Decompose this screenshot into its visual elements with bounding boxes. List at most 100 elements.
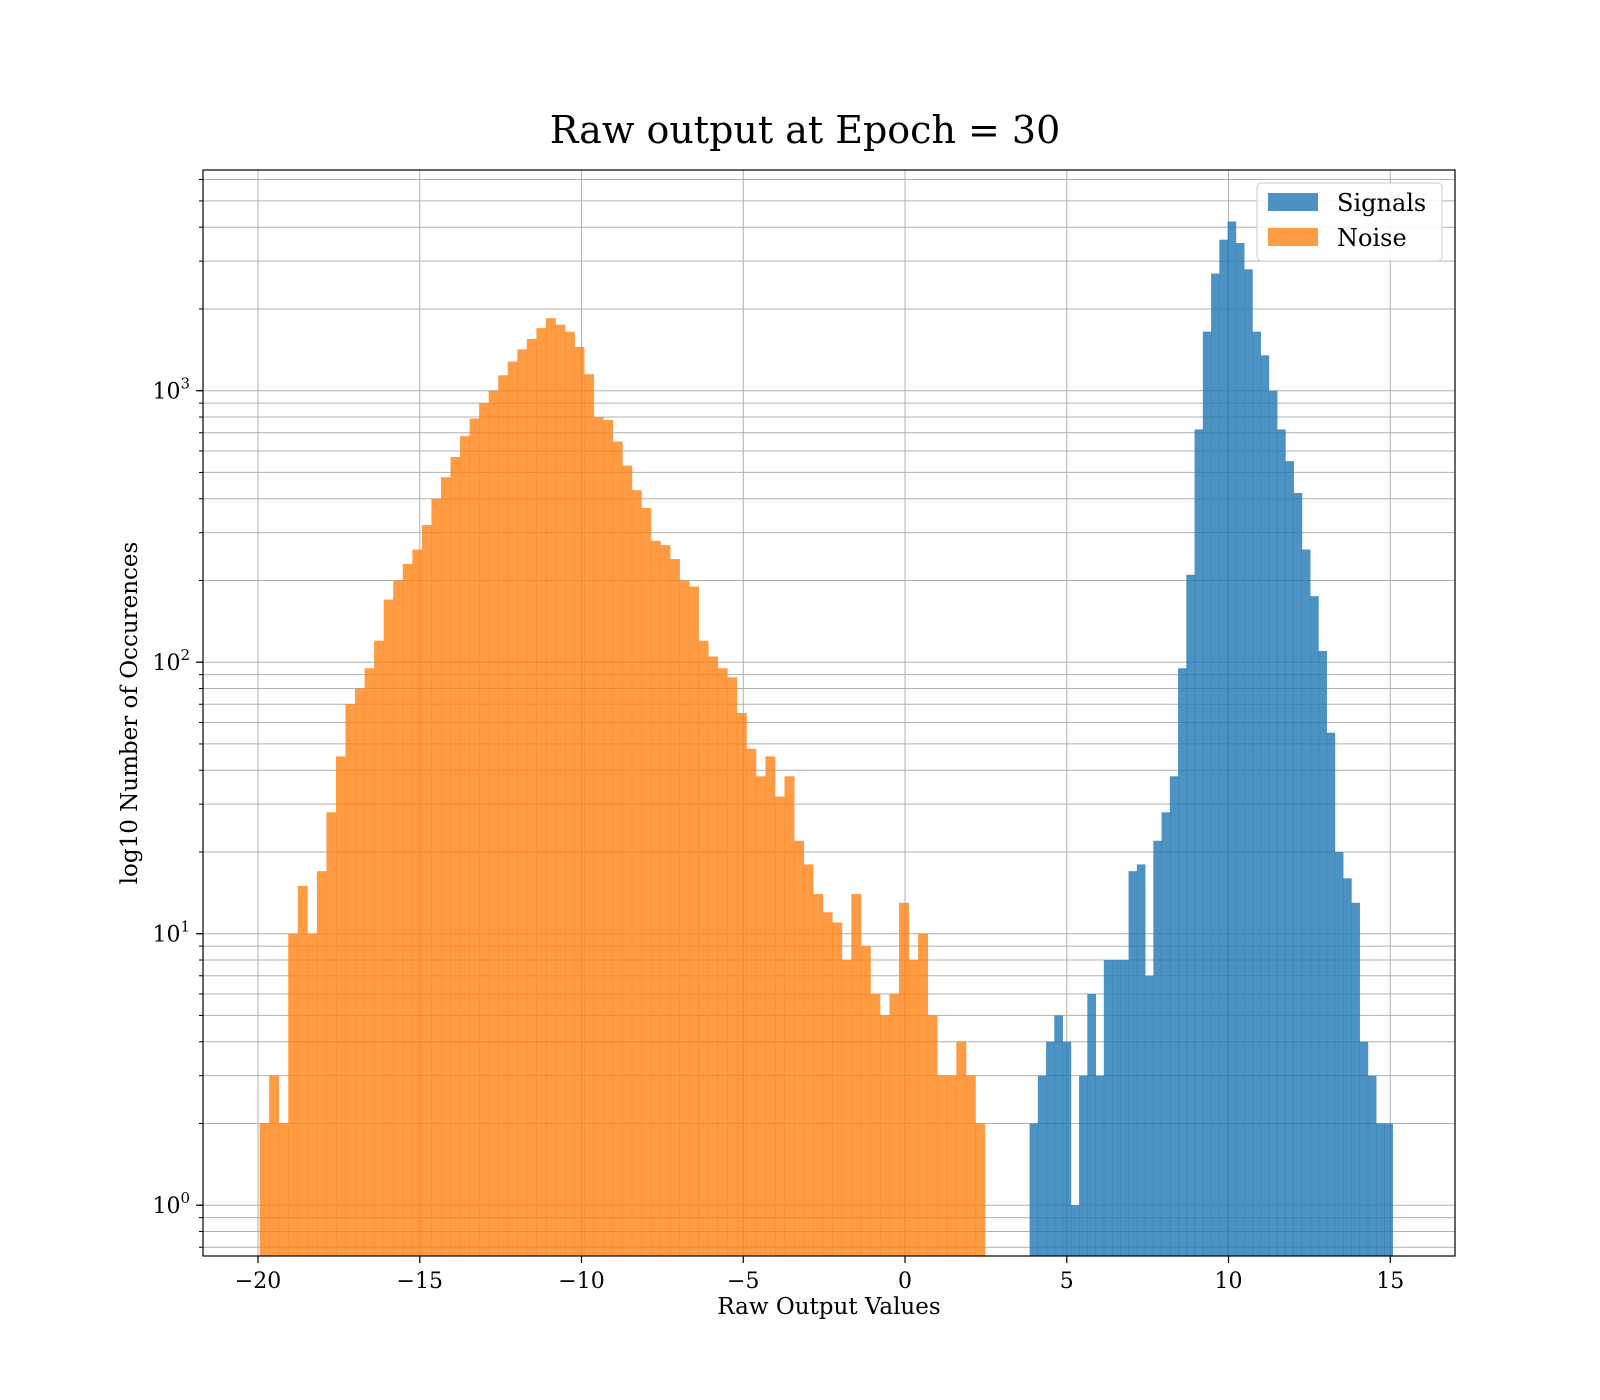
noise-bar xyxy=(899,902,909,1256)
x-tick-label: −20 xyxy=(235,1269,281,1294)
noise-bar xyxy=(555,324,566,1256)
noise-bar xyxy=(746,748,757,1256)
signals-bar xyxy=(1120,960,1129,1256)
signals-bar xyxy=(1095,1075,1105,1256)
x-axis-label: Raw Output Values xyxy=(717,1294,940,1320)
noise-bar xyxy=(450,456,461,1256)
noise-bar xyxy=(736,713,747,1256)
noise-bar xyxy=(832,922,843,1256)
noise-bar xyxy=(526,339,537,1257)
signals-bar xyxy=(1285,461,1294,1256)
noise-bar xyxy=(784,776,795,1256)
signals-bar xyxy=(1136,864,1146,1256)
signals-bar xyxy=(1161,812,1171,1256)
noise-bar xyxy=(860,946,871,1256)
noise-bar xyxy=(460,436,470,1256)
signals-bar xyxy=(1219,239,1228,1256)
noise-bar xyxy=(927,1015,938,1256)
x-tick-label: 5 xyxy=(1060,1269,1074,1294)
signals-bar xyxy=(1293,492,1303,1257)
signals-bar xyxy=(1334,851,1344,1256)
x-axis-ticks: −20 −15 −10 −5 0 5 10 15 xyxy=(235,1256,1404,1294)
signals-bar xyxy=(1029,1123,1039,1256)
noise-bar xyxy=(889,993,900,1256)
noise-bar xyxy=(269,1075,280,1256)
noise-bar xyxy=(956,1041,967,1256)
noise-bar xyxy=(794,840,805,1256)
noise-bar xyxy=(870,993,881,1256)
plot-frame xyxy=(202,169,1456,1257)
x-tick-label: −5 xyxy=(727,1269,759,1294)
signals-bar xyxy=(1376,1123,1385,1256)
signals-bar xyxy=(1301,549,1311,1256)
noise-bar xyxy=(679,580,690,1256)
signals-bar xyxy=(1310,596,1319,1256)
noise-bar xyxy=(288,933,299,1256)
signals-bar xyxy=(1244,269,1253,1256)
noise-bar xyxy=(698,640,709,1256)
noise-bar xyxy=(851,894,862,1256)
signals-bar xyxy=(1186,574,1195,1256)
noise-bar xyxy=(364,668,375,1256)
noise-bar xyxy=(612,441,623,1256)
legend-swatch-noise xyxy=(1268,228,1318,246)
signals-bar xyxy=(1351,902,1360,1256)
y-axis-ticks: 100 101 102 103 xyxy=(152,178,203,1248)
noise-bar xyxy=(507,361,518,1256)
noise-bar xyxy=(879,1015,890,1256)
signals-bar xyxy=(1384,1123,1393,1256)
signals-bar xyxy=(1103,960,1113,1256)
x-tick-label: 0 xyxy=(898,1269,912,1294)
signals-bars xyxy=(1029,221,1393,1257)
noise-bar xyxy=(641,507,652,1256)
noise-bar xyxy=(755,776,766,1256)
noise-bar xyxy=(727,677,738,1256)
legend-label-signals: Signals xyxy=(1337,189,1426,217)
signals-bar xyxy=(1178,668,1187,1256)
noise-bar xyxy=(259,1123,270,1256)
signals-bar xyxy=(1046,1041,1055,1256)
noise-bar xyxy=(479,403,490,1256)
chart-title: Raw output at Epoch = 30 xyxy=(550,108,1061,152)
noise-bar xyxy=(660,545,671,1256)
signals-bar xyxy=(1112,960,1121,1256)
noise-bar xyxy=(975,1123,986,1256)
noise-bar xyxy=(297,885,308,1256)
noise-bar xyxy=(488,390,499,1257)
noise-bar xyxy=(402,563,413,1256)
x-tick-label: −15 xyxy=(397,1269,443,1294)
noise-bar xyxy=(603,420,614,1256)
noise-bar xyxy=(650,540,661,1256)
signals-bar xyxy=(1268,390,1278,1257)
noise-bar xyxy=(355,688,365,1256)
noise-bar xyxy=(412,549,423,1256)
noise-bar xyxy=(383,599,394,1256)
noise-bar xyxy=(545,318,556,1257)
y-axis-label: log10 Number of Occurences xyxy=(117,542,143,885)
noise-bar xyxy=(708,656,719,1256)
noise-bar xyxy=(440,477,451,1256)
noise-bar xyxy=(469,418,480,1256)
noise-bar xyxy=(565,331,575,1257)
signals-bar xyxy=(1202,331,1212,1257)
x-tick-label: −10 xyxy=(558,1269,604,1294)
signals-bar xyxy=(1062,1041,1072,1256)
noise-bar xyxy=(316,871,327,1256)
noise-bar xyxy=(393,580,404,1256)
noise-bar xyxy=(584,374,595,1256)
signals-bar xyxy=(1318,650,1327,1256)
signals-bar xyxy=(1343,878,1352,1256)
signals-bar xyxy=(1087,993,1096,1256)
noise-bar xyxy=(307,933,318,1256)
y-tick-label: 103 xyxy=(152,375,190,405)
noise-bar xyxy=(669,558,680,1256)
signals-bar xyxy=(1326,732,1336,1256)
y-tick-label: 100 xyxy=(152,1189,190,1219)
y-tick-label: 101 xyxy=(152,918,190,948)
signals-bar xyxy=(1260,355,1270,1257)
signals-bar xyxy=(1252,331,1261,1257)
noise-bar xyxy=(345,704,356,1256)
noise-bar xyxy=(421,525,432,1256)
